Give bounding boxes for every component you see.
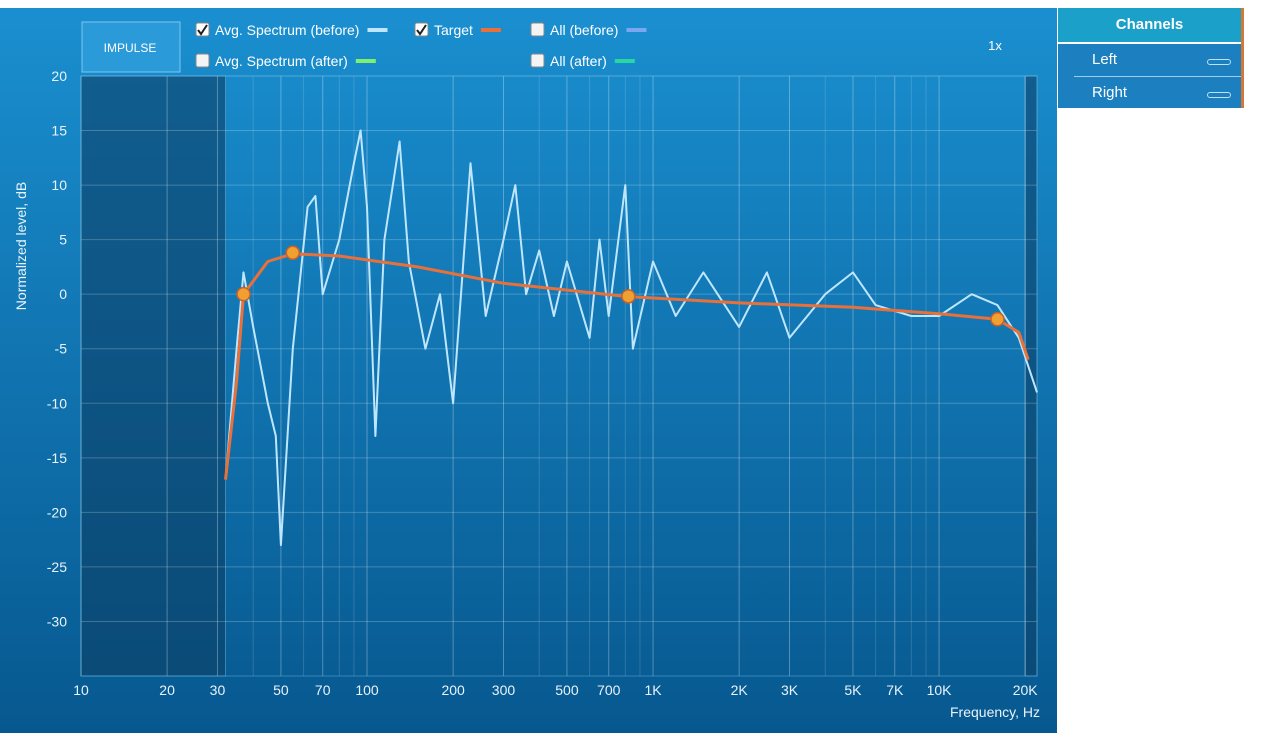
y-tick-label: -25: [47, 559, 67, 575]
y-tick-label: 20: [51, 68, 67, 84]
legend-label: Avg. Spectrum (after): [215, 53, 348, 69]
check-mark: [416, 24, 427, 36]
check-mark: [197, 24, 208, 36]
x-tick-label: 2K: [731, 682, 749, 698]
checkbox: [195, 53, 210, 68]
x-tick-label: 3K: [781, 682, 799, 698]
y-axis-label: Normalized level, dB: [13, 182, 29, 310]
excluded-region: [80, 75, 226, 677]
impulse-button[interactable]: IMPULSE: [81, 21, 181, 73]
legend-item[interactable]: Target: [414, 22, 501, 38]
x-tick-label: 700: [597, 682, 621, 698]
channels-title: Channels: [1058, 8, 1241, 44]
channel-item[interactable]: Right: [1074, 76, 1241, 109]
x-tick-label: 10K: [927, 682, 953, 698]
x-axis-label: Frequency, Hz: [950, 704, 1040, 720]
control-point: [990, 312, 1005, 327]
series-line: [224, 129, 1038, 547]
x-tick-label: 300: [492, 682, 516, 698]
y-tick-label: -5: [55, 341, 68, 357]
y-tick-label: -30: [47, 613, 67, 629]
legend-item[interactable]: Avg. Spectrum (before): [195, 22, 388, 38]
legend-item[interactable]: Avg. Spectrum (after): [195, 53, 376, 69]
series-line: [224, 252, 1030, 480]
legend-label: Avg. Spectrum (before): [215, 22, 359, 38]
checkbox: [195, 22, 210, 37]
control-point: [236, 286, 251, 302]
x-tick-label: 20: [159, 682, 175, 698]
link-icon: [1207, 92, 1231, 98]
button-face: [81, 21, 181, 73]
channel-label: Right: [1092, 84, 1128, 101]
x-tick-label: 70: [315, 682, 331, 698]
x-tick-label: 50: [273, 682, 289, 698]
plot-frame: [80, 75, 1038, 677]
x-tick-label: 200: [441, 682, 465, 698]
legend-label: All (after): [550, 53, 607, 69]
x-tick-label: 5K: [844, 682, 862, 698]
x-tick-label: 1K: [644, 682, 662, 698]
legend-item[interactable]: All (after): [530, 53, 635, 69]
legend-item[interactable]: All (before): [530, 22, 647, 38]
y-tick-label: 5: [59, 232, 67, 248]
y-tick-label: -15: [47, 450, 67, 466]
button-label: IMPULSE: [104, 41, 157, 55]
channel-label: Left: [1092, 51, 1118, 68]
y-tick-label: -20: [47, 504, 67, 520]
y-tick-label: -10: [47, 395, 67, 411]
zoom-label[interactable]: 1x: [988, 38, 1002, 53]
x-tick-label: 20K: [1013, 682, 1039, 698]
checkbox: [530, 22, 545, 37]
x-tick-label: 500: [555, 682, 579, 698]
y-tick-label: 15: [51, 123, 67, 139]
x-tick-label: 30: [210, 682, 226, 698]
x-tick-label: 10: [73, 682, 89, 698]
x-tick-label: 7K: [886, 682, 904, 698]
y-tick-label: 10: [51, 177, 67, 193]
legend-label: All (before): [550, 22, 618, 38]
legend-label: Target: [434, 22, 473, 38]
x-tick-label: 100: [355, 682, 379, 698]
checkbox: [530, 53, 545, 68]
link-icon: [1207, 59, 1231, 65]
checkbox: [414, 22, 429, 37]
channels-panel: Channels Left Right: [1058, 8, 1244, 108]
y-tick-label: 0: [59, 286, 67, 302]
channel-item[interactable]: Left: [1058, 44, 1241, 76]
control-point: [621, 289, 636, 304]
control-point: [285, 245, 301, 260]
